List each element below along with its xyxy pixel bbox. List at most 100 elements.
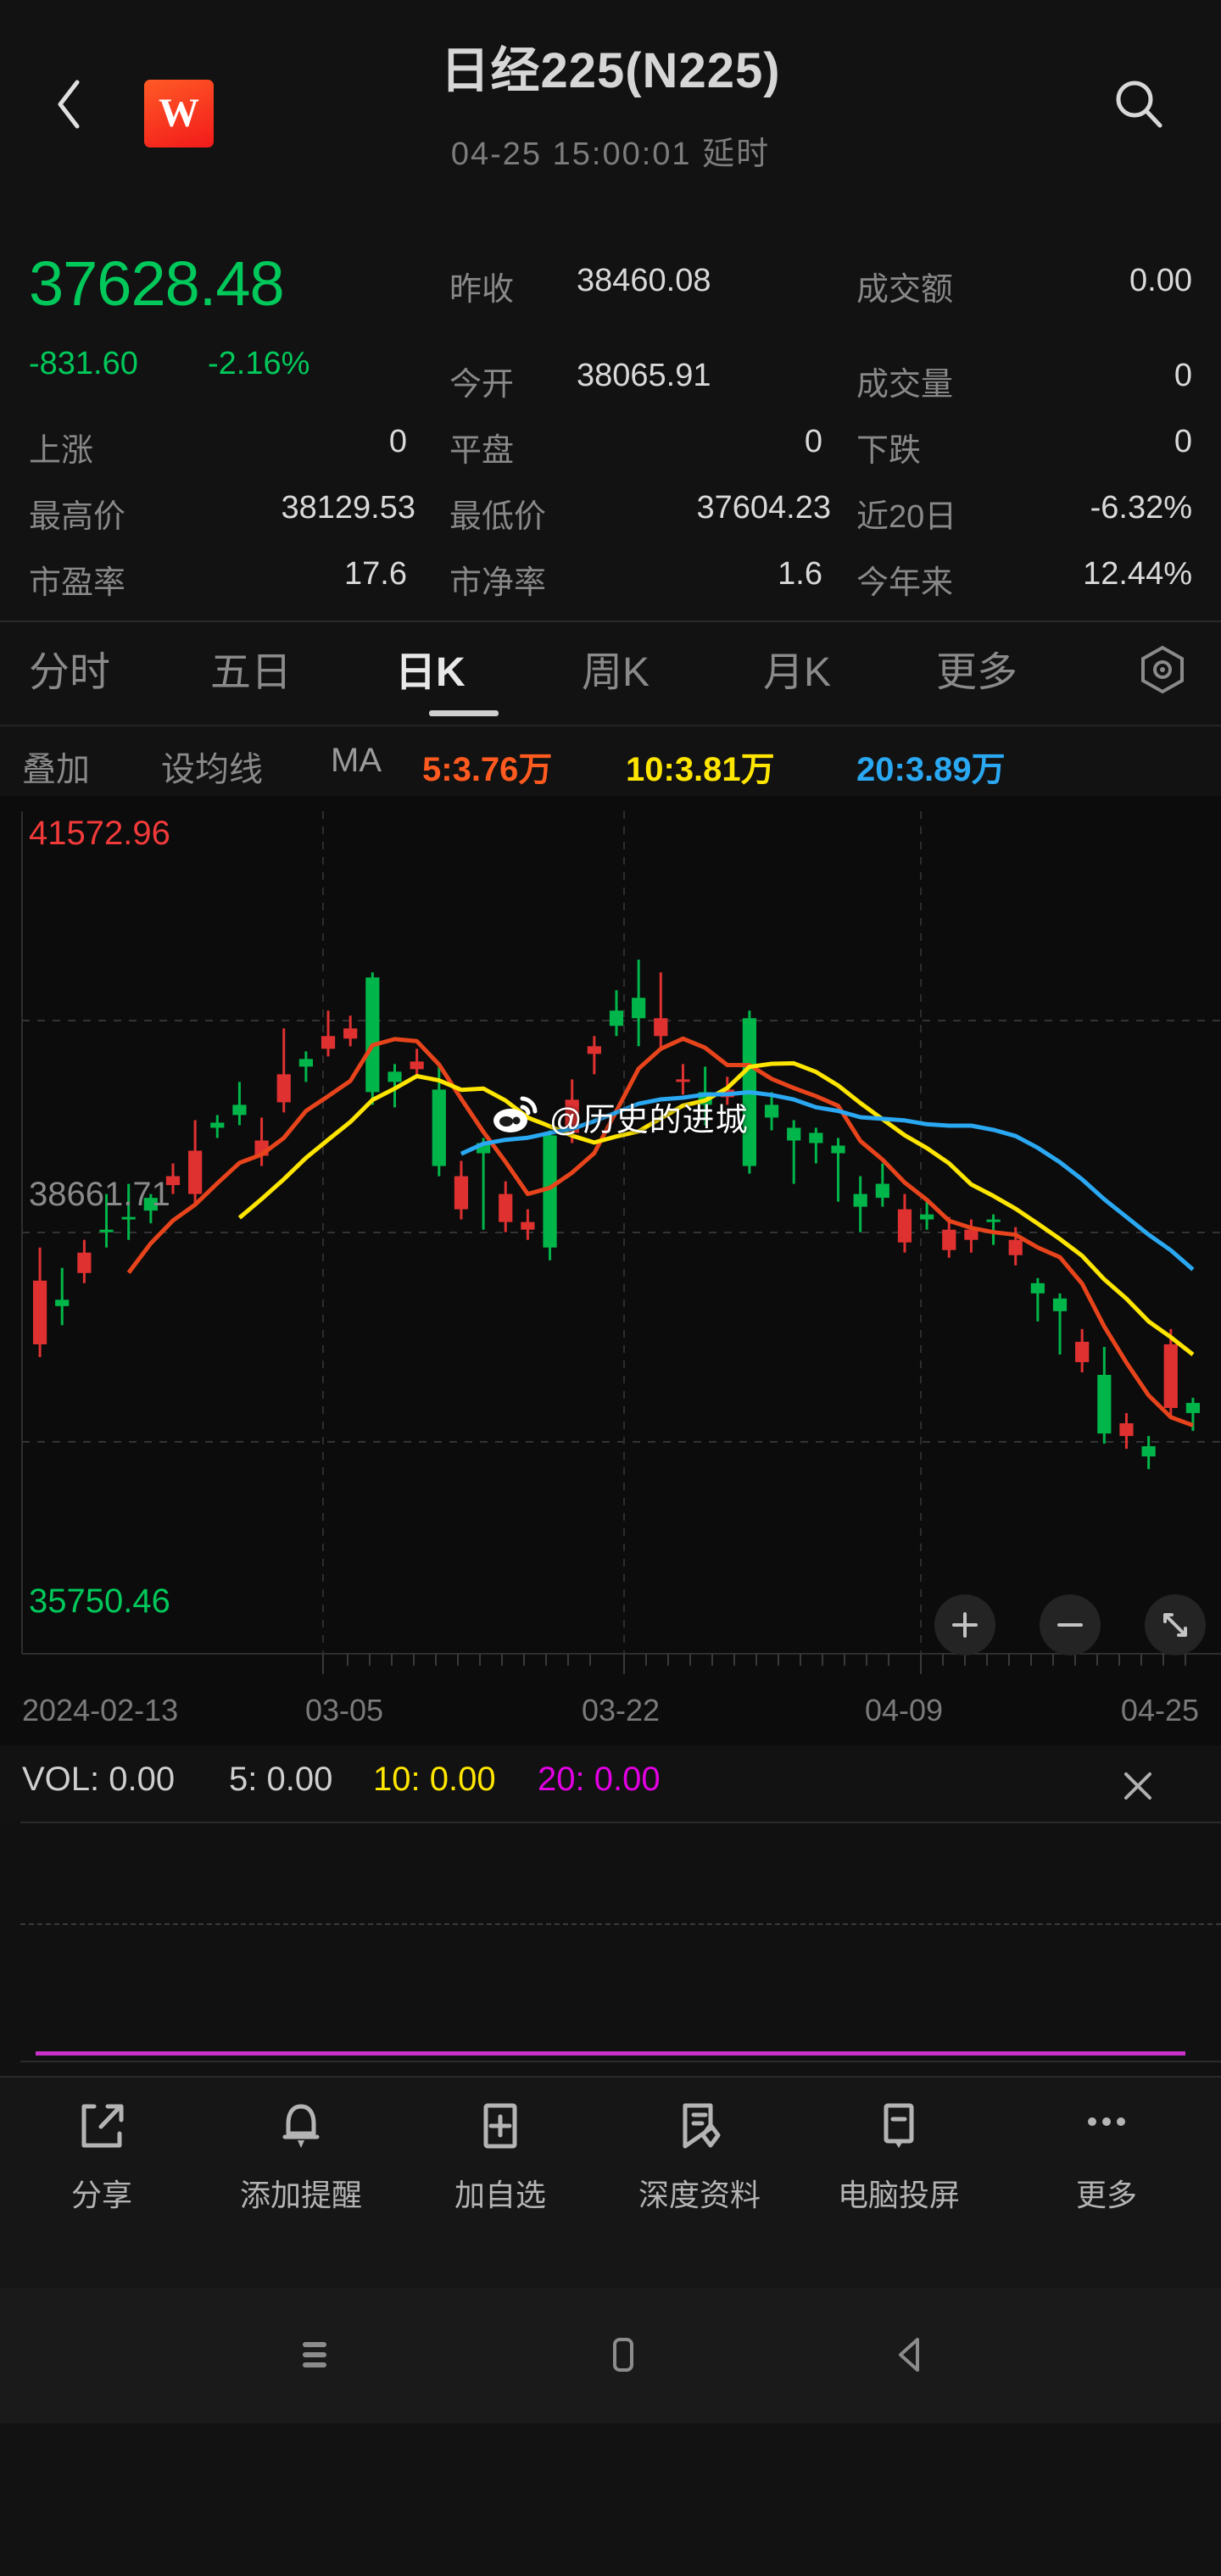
candle-body — [276, 1074, 291, 1103]
stat-label-pb: 市净率 — [449, 565, 547, 601]
candle-body — [432, 1089, 446, 1166]
tab-intraday[interactable]: 分时 — [29, 650, 111, 695]
zoom-out-button[interactable] — [1040, 1594, 1101, 1655]
tab-daily-k[interactable]: 日K — [395, 650, 466, 695]
candle-body — [1141, 1446, 1156, 1457]
search-icon — [1116, 81, 1162, 128]
stat-value-unchanged: 0 — [804, 424, 822, 459]
back-nav-button[interactable] — [882, 2325, 941, 2384]
axis-label-mid: 38661.71 — [29, 1176, 170, 1213]
stat-label-unchanged: 平盘 — [449, 433, 515, 469]
candle-body — [654, 1018, 668, 1037]
stat-value-decliners: 0 — [1174, 424, 1192, 459]
candle-body — [55, 1299, 70, 1306]
candle-body — [1075, 1341, 1090, 1362]
cast-screen-icon — [884, 2103, 914, 2148]
overlay-button[interactable]: 叠加 — [22, 751, 90, 788]
chevron-left-icon — [58, 80, 80, 129]
candle-series — [32, 960, 1201, 1470]
share-icon — [81, 2104, 124, 2148]
price-change: -831.60 — [29, 346, 138, 381]
document-data-icon — [683, 2103, 721, 2149]
plus-icon — [952, 1612, 978, 1638]
candle-body — [188, 1150, 203, 1194]
ma5-value: 5:3.76万 — [422, 751, 553, 788]
zoom-in-button[interactable] — [934, 1594, 995, 1655]
add-watchlist-button[interactable]: 加自选 — [407, 2100, 594, 2215]
candle-body — [343, 1028, 358, 1039]
recents-button[interactable] — [288, 2325, 348, 2384]
candle-body — [609, 1010, 624, 1027]
candle-body — [676, 1079, 690, 1082]
stat-value-pb: 1.6 — [778, 556, 822, 592]
quote-timestamp: 04-25 15:00:01 延时 — [450, 136, 771, 172]
stat-value-high: 38129.53 — [281, 490, 416, 526]
expand-icon — [1163, 1613, 1187, 1637]
date-tick-1: 03-05 — [305, 1693, 384, 1728]
volume-chart-pane[interactable] — [0, 1822, 1221, 2076]
candle-body — [365, 977, 380, 1093]
ma-label: MA — [331, 742, 382, 779]
candle-body — [210, 1122, 225, 1128]
page-title: 日经225(N225) — [440, 43, 781, 98]
fullscreen-button[interactable] — [1145, 1594, 1206, 1655]
tab-more[interactable]: 更多 — [936, 650, 1018, 695]
tab-five-day[interactable]: 五日 — [210, 650, 293, 695]
tab-weekly-k[interactable]: 周K — [582, 650, 650, 695]
set-ma-button[interactable]: 设均线 — [161, 751, 263, 788]
add-alert-label: 添加提醒 — [239, 2178, 362, 2212]
chart-zoom-controls — [934, 1594, 1206, 1655]
candle-body — [1185, 1403, 1201, 1414]
stat-value-pe: 17.6 — [344, 556, 407, 592]
candle-body — [410, 1061, 424, 1070]
candle-body — [587, 1046, 601, 1054]
cast-screen-button[interactable]: 电脑投屏 — [806, 2100, 992, 2215]
candle-body — [986, 1219, 1001, 1222]
candle-body — [298, 1059, 313, 1067]
candle-body — [1119, 1423, 1134, 1437]
field-label-prev-close: 昨收 — [449, 272, 515, 308]
candle-body — [77, 1252, 92, 1273]
candle-body — [809, 1132, 823, 1143]
field-value-prev-close: 38460.08 — [577, 263, 711, 298]
more-button[interactable]: 更多 — [1013, 2100, 1200, 2215]
candle-body — [121, 1216, 136, 1220]
vol-ma20: 20: 0.00 — [538, 1761, 661, 1798]
candle-body — [632, 998, 646, 1019]
axis-ticks — [322, 1654, 1186, 1674]
add-alert-button[interactable]: 添加提醒 — [208, 2100, 394, 2215]
home-button[interactable] — [594, 2325, 653, 2384]
candle-body — [99, 1229, 114, 1232]
field-value-turnover: 0.00 — [1129, 263, 1192, 298]
ma10-line — [237, 1060, 1195, 1356]
chart-settings-button[interactable] — [1136, 643, 1189, 696]
candle-body — [543, 1135, 557, 1248]
stat-value-advancers: 0 — [388, 424, 407, 459]
back-button[interactable] — [46, 75, 92, 134]
close-volume-pane-button[interactable] — [1118, 1766, 1158, 1806]
tab-monthly-k[interactable]: 月K — [763, 650, 832, 695]
volume-indicator-bar: VOL: 0.00 5: 0.00 10: 0.00 20: 0.00 — [0, 1745, 1221, 1822]
more-label: 更多 — [1075, 2178, 1137, 2212]
date-tick-4: 04-25 — [1120, 1693, 1199, 1728]
app-logo-letter: W — [159, 91, 199, 136]
candle-body — [853, 1193, 867, 1207]
stat-label-low: 最低价 — [449, 499, 547, 535]
share-button[interactable]: 分享 — [8, 2100, 195, 2215]
weibo-app-logo[interactable]: W — [144, 80, 214, 147]
candle-body — [764, 1104, 779, 1118]
vol-ma10: 10: 0.00 — [373, 1761, 496, 1798]
candlestick-chart[interactable]: 41572.96 38661.71 35750.46 — [0, 796, 1221, 1745]
stat-label-advancers: 上涨 — [29, 433, 94, 469]
stat-value-20day: -6.32% — [1090, 490, 1192, 526]
volume-gridline — [20, 1923, 1221, 1925]
add-watchlist-label: 加自选 — [454, 2178, 546, 2212]
stat-label-ytd: 今年来 — [856, 565, 954, 601]
stats-row: 最高价 38129.53 最低价 37604.23 近20日 -6.32% — [0, 490, 1221, 556]
candle-body — [387, 1071, 402, 1082]
cast-screen-label: 电脑投屏 — [837, 2178, 960, 2212]
share-label: 分享 — [70, 2178, 132, 2212]
stats-row: 市盈率 17.6 市净率 1.6 今年来 12.44% — [0, 556, 1221, 622]
deep-data-button[interactable]: 深度资料 — [606, 2100, 793, 2215]
search-button[interactable] — [1102, 68, 1175, 141]
